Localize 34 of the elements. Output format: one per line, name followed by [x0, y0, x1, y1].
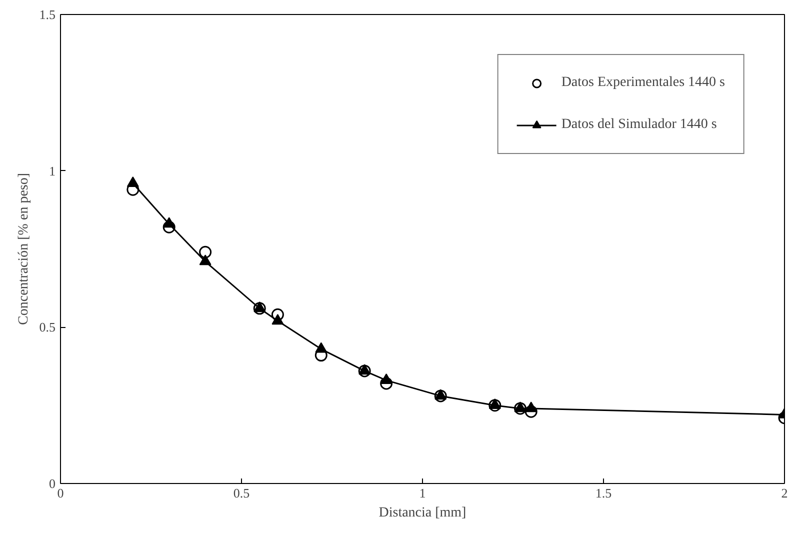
point — [488, 399, 502, 412]
point — [253, 302, 266, 315]
point — [358, 364, 371, 378]
x-tick-label: 2 — [781, 486, 788, 500]
legend-label: Datos Experimentales 1440 s — [561, 75, 725, 91]
point — [524, 405, 538, 418]
y-tick-label: 0.5 — [39, 320, 56, 335]
point — [272, 314, 284, 325]
point — [358, 364, 371, 375]
point — [514, 402, 526, 412]
x-tick-label: 1.5 — [595, 486, 612, 500]
point — [163, 217, 176, 228]
x-tick-label: 1 — [419, 486, 426, 500]
y-tick-label: 1 — [49, 163, 56, 178]
point — [315, 342, 328, 353]
point — [126, 176, 139, 188]
point — [199, 254, 212, 266]
point — [162, 220, 176, 234]
point — [380, 377, 393, 390]
point — [488, 398, 501, 410]
point — [514, 402, 526, 415]
x-tick-label: 0.5 — [233, 486, 250, 500]
y-tick-label: 1.5 — [39, 7, 56, 22]
y-tick-label: 0 — [49, 476, 56, 491]
legend-label: Datos del Simulador 1440 s — [561, 117, 717, 133]
y-axis-title: Concentración [% en peso] — [16, 173, 32, 325]
point — [199, 246, 212, 258]
x-axis-title: Distancia [mm] — [378, 506, 466, 520]
point — [434, 390, 447, 402]
point — [254, 302, 266, 312]
point — [380, 373, 392, 384]
point — [434, 389, 447, 400]
point — [271, 308, 284, 321]
point — [525, 402, 538, 412]
